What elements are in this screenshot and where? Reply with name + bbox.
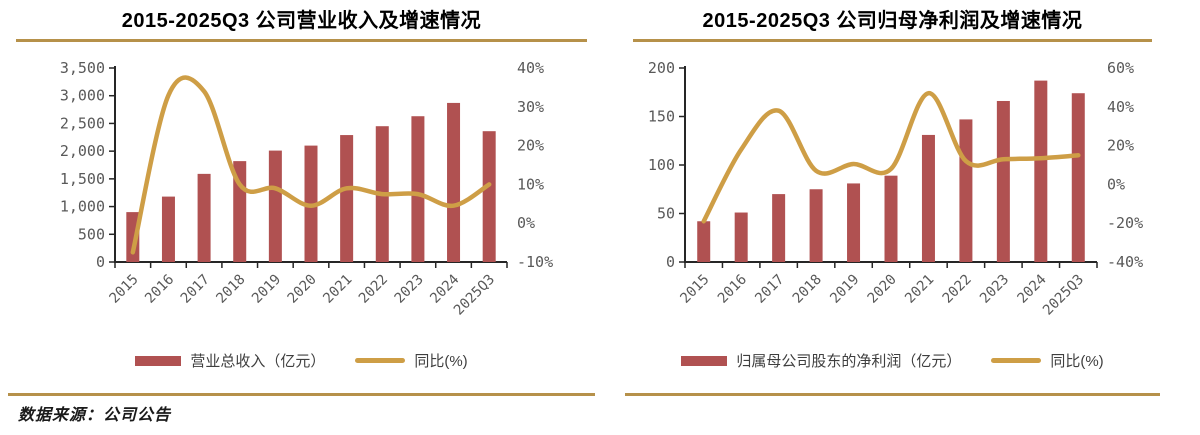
title-rule	[633, 39, 1152, 42]
svg-text:3,000: 3,000	[60, 87, 105, 105]
net-profit-chart-legend: 归属母公司股东的净利润（亿元） 同比(%)	[625, 350, 1160, 371]
svg-text:20%: 20%	[1107, 137, 1134, 155]
revenue-chart-panel: 2015-2025Q3 公司营业收入及增速情况 0 500 1,000 1,500 2,…	[8, 6, 595, 398]
svg-text:2023: 2023	[392, 272, 427, 307]
svg-text:1,000: 1,000	[60, 198, 105, 216]
title-rule	[16, 39, 587, 42]
svg-text:2018: 2018	[790, 272, 825, 307]
svg-text:50: 50	[657, 205, 675, 223]
svg-text:-40%: -40%	[1107, 253, 1143, 271]
panel-bottom-rule	[8, 393, 595, 396]
svg-text:100: 100	[648, 156, 675, 174]
svg-text:10%: 10%	[517, 175, 544, 193]
line-swatch-icon	[991, 358, 1042, 363]
svg-text:20%: 20%	[517, 137, 544, 155]
svg-text:2020: 2020	[865, 272, 900, 307]
svg-text:2,500: 2,500	[60, 114, 105, 132]
svg-text:2021: 2021	[902, 272, 937, 307]
bar-swatch-icon	[135, 355, 182, 366]
svg-text:2025Q3: 2025Q3	[1040, 272, 1087, 319]
legend-item-line: 同比(%)	[991, 350, 1104, 371]
svg-text:2015: 2015	[106, 272, 141, 307]
net-profit-chart-title: 2015-2025Q3 公司归母净利润及增速情况	[702, 10, 1083, 32]
legend-label-line: 同比(%)	[1050, 353, 1104, 370]
svg-text:0: 0	[666, 253, 675, 271]
svg-text:2022: 2022	[356, 272, 391, 307]
svg-text:2016: 2016	[715, 272, 750, 307]
svg-text:40%: 40%	[1107, 98, 1134, 116]
legend-item-bar: 归属母公司股东的净利润（亿元）	[681, 350, 961, 371]
panel-bottom-rule	[625, 393, 1160, 396]
legend-label-bar: 营业总收入（亿元）	[190, 353, 326, 370]
svg-text:60%: 60%	[1107, 59, 1134, 77]
svg-text:-10%: -10%	[517, 253, 553, 271]
svg-text:150: 150	[648, 108, 675, 126]
svg-text:2023: 2023	[977, 272, 1012, 307]
net-profit-chart-panel: 2015-2025Q3 公司归母净利润及增速情况 0 50 100 150 200 -40…	[625, 6, 1160, 398]
line-swatch-icon	[355, 358, 406, 363]
svg-text:2020: 2020	[285, 272, 320, 307]
svg-text:2024: 2024	[1014, 272, 1049, 307]
svg-text:40%: 40%	[517, 59, 544, 77]
svg-text:2016: 2016	[142, 272, 177, 307]
svg-text:2022: 2022	[940, 272, 975, 307]
svg-text:0%: 0%	[1107, 175, 1125, 193]
svg-text:30%: 30%	[517, 98, 544, 116]
svg-text:2019: 2019	[827, 272, 862, 307]
svg-text:200: 200	[648, 59, 675, 77]
legend-item-line: 同比(%)	[355, 350, 468, 371]
svg-text:2017: 2017	[178, 272, 213, 307]
legend-item-bar: 营业总收入（亿元）	[135, 350, 325, 371]
svg-text:0%: 0%	[517, 214, 535, 232]
svg-text:500: 500	[78, 225, 105, 243]
bar-swatch-icon	[681, 355, 728, 366]
svg-text:2,000: 2,000	[60, 142, 105, 160]
svg-text:2021: 2021	[320, 272, 355, 307]
revenue-chart-legend: 营业总收入（亿元） 同比(%)	[8, 350, 595, 371]
revenue-chart-canvas: 0 500 1,000 1,500 2,000 2,500 3,000 3,500 -10% 0%…	[60, 59, 553, 319]
svg-text:0: 0	[96, 253, 105, 271]
svg-text:-20%: -20%	[1107, 214, 1143, 232]
svg-text:2018: 2018	[213, 272, 248, 307]
svg-text:2019: 2019	[249, 272, 284, 307]
svg-text:2017: 2017	[752, 272, 787, 307]
legend-label-line: 同比(%)	[414, 353, 468, 370]
legend-label-bar: 归属母公司股东的净利润（亿元）	[736, 353, 962, 370]
data-source-note: 数据来源：公司公告	[18, 405, 172, 424]
svg-text:1,500: 1,500	[60, 170, 105, 188]
svg-text:3,500: 3,500	[60, 59, 105, 77]
revenue-chart-title: 2015-2025Q3 公司营业收入及增速情况	[121, 10, 482, 32]
svg-text:2015: 2015	[677, 272, 712, 307]
